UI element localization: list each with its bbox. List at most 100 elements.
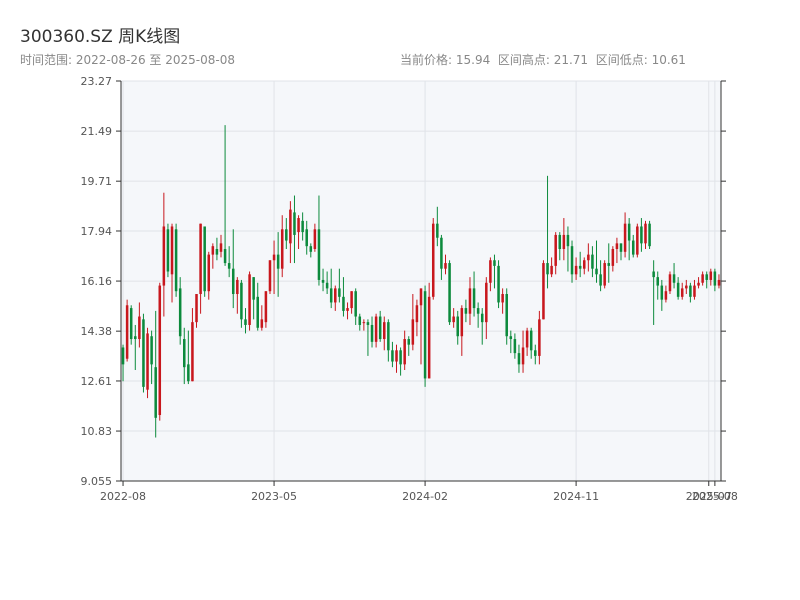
candle-up (444, 254, 447, 275)
candle-body (599, 274, 602, 286)
candle-down (285, 218, 288, 249)
candle-up (542, 260, 545, 320)
candle-down (517, 344, 521, 373)
candle-body (231, 268, 235, 295)
candle-body (240, 282, 243, 320)
candle-body (534, 350, 537, 356)
candle-body (383, 322, 386, 340)
candle-up (199, 223, 202, 314)
x-tick-label: 2022-08 (100, 490, 146, 503)
candle-body (562, 234, 566, 249)
x-tick-label: 2023-05 (251, 490, 297, 503)
candle-down (676, 277, 680, 300)
candle-up (525, 327, 529, 356)
candle-up (431, 218, 435, 300)
candle-down (354, 288, 357, 325)
candle-up (403, 330, 406, 370)
candle-up (574, 257, 578, 280)
candle-body (493, 260, 496, 266)
candle-body (358, 316, 362, 325)
candle-down (660, 279, 664, 311)
candle-up (374, 313, 378, 348)
candle-body (680, 288, 684, 297)
candle-body (146, 333, 149, 390)
candle-body (399, 350, 402, 365)
candle-down (142, 313, 145, 393)
candle-body (293, 212, 296, 235)
candle-up (489, 257, 492, 292)
candle-body (431, 223, 435, 297)
y-tick-label: 19.71 (81, 175, 113, 188)
candle-body (321, 279, 325, 283)
candle-up (554, 232, 557, 275)
candle-body (640, 226, 643, 244)
x-tick-label: 2025-07 (686, 490, 732, 503)
candle-body (509, 336, 513, 340)
candle-body (689, 285, 692, 297)
candle-body (636, 226, 639, 255)
candle-body (211, 246, 215, 255)
candle-body (713, 271, 717, 286)
candle-down (546, 175, 549, 289)
candle-body (631, 240, 635, 255)
candle-down (627, 218, 631, 261)
candle-body (717, 279, 721, 286)
candle-down (317, 195, 321, 286)
candle-up (603, 260, 606, 289)
candle-up (521, 330, 525, 373)
candle-body (342, 296, 345, 311)
x-axis-ticks: 2022-08 2023-05 2024-02 2024-11 2025-072025-… (100, 481, 738, 503)
candle-up (485, 277, 488, 340)
candle-body (440, 237, 443, 269)
candle-up (452, 308, 455, 328)
candle-up (207, 251, 211, 300)
candle-down (166, 223, 170, 278)
candle-body (574, 265, 578, 275)
candle-down (689, 282, 692, 303)
candle-body (472, 288, 476, 309)
current-price-text: 当前价格: 15.94 (400, 53, 491, 67)
candle-body (697, 282, 700, 286)
candle-body (301, 220, 304, 233)
candle-body (676, 282, 680, 297)
candle-body (415, 305, 419, 323)
candle-down (305, 220, 308, 255)
candle-body (644, 223, 647, 244)
candle-body (374, 316, 378, 342)
y-tick-label: 12.61 (81, 375, 113, 388)
candle-up (664, 285, 668, 303)
candle-body (701, 274, 704, 283)
candle-up (587, 243, 590, 272)
candle-down (378, 310, 382, 342)
candle-up (350, 291, 353, 314)
candle-body (427, 296, 431, 379)
candle-down (358, 313, 362, 331)
candle-up (501, 288, 504, 314)
candle-down (534, 344, 537, 365)
candle-up (709, 268, 713, 286)
candle-body (656, 277, 659, 286)
candle-body (517, 353, 521, 365)
candle-body (436, 223, 439, 238)
candle-up (701, 271, 704, 286)
candle-up (615, 237, 619, 264)
candle-up (562, 218, 566, 261)
range-high-text: 区间高点: 21.71 (497, 53, 589, 67)
candle-up (668, 271, 672, 295)
candle-down (529, 327, 533, 359)
candle-up (362, 319, 366, 331)
candle-body (411, 319, 415, 345)
candle-body (513, 339, 517, 354)
candle-body (664, 291, 668, 300)
candle-down (276, 232, 280, 297)
candle-down (223, 125, 227, 266)
candle-body (158, 285, 162, 416)
candle-body (178, 288, 182, 337)
candle-body (685, 285, 688, 289)
candle-up (219, 234, 223, 258)
candle-up (411, 294, 415, 351)
candle-body (648, 223, 651, 247)
candle-down (640, 218, 643, 252)
candle-up (170, 223, 174, 303)
